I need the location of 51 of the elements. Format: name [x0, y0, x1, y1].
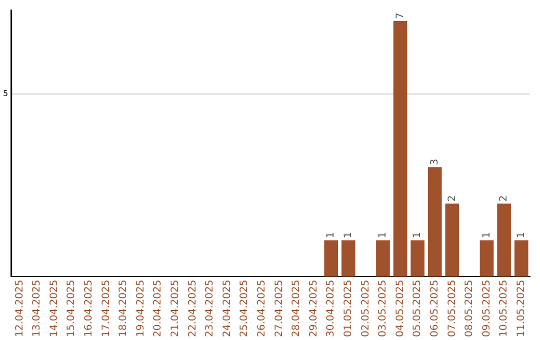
data-label: 1 — [378, 232, 389, 238]
data-label: 1 — [326, 232, 337, 238]
data-label: 2 — [498, 195, 510, 202]
x-tick-label: 06.05.2025 — [429, 280, 440, 338]
x-tick-label: 11.05.2025 — [516, 280, 527, 338]
data-label: 1 — [342, 232, 354, 238]
x-tick-label: 24.04.2025 — [222, 280, 233, 338]
x-tick-label: 08.05.2025 — [464, 280, 476, 338]
bar — [445, 204, 460, 277]
x-tick-label: 23.04.2025 — [204, 280, 216, 338]
bar — [393, 20, 408, 277]
y-tick-label: 5 — [2, 89, 8, 98]
x-tick-label: 07.05.2025 — [446, 280, 458, 338]
data-label: 1 — [516, 232, 527, 238]
x-tick-label: 01.05.2025 — [342, 280, 354, 338]
x-tick-label: 29.04.2025 — [308, 280, 320, 338]
x-tick-label: 20.04.2025 — [152, 280, 164, 338]
x-tick-label: 02.05.2025 — [360, 280, 372, 338]
bar — [480, 240, 494, 277]
data-label: 1 — [481, 232, 492, 238]
bar — [324, 240, 338, 277]
x-tick-label: 12.04.2025 — [14, 280, 26, 338]
bar — [410, 240, 424, 277]
x-tick-label: 17.04.2025 — [100, 280, 112, 338]
x-tick-label: 13.04.2025 — [32, 280, 43, 338]
x-tick-label: 19.04.2025 — [135, 280, 146, 338]
x-tick-label: 18.04.2025 — [118, 280, 130, 338]
x-tick-label: 09.05.2025 — [481, 280, 492, 338]
bar — [341, 240, 356, 277]
x-tick-label: 10.05.2025 — [498, 280, 510, 338]
x-tick-label: 25.04.2025 — [239, 280, 250, 338]
bar — [497, 204, 511, 277]
x-tick-label: 30.04.2025 — [326, 280, 337, 338]
x-tick-label: 27.04.2025 — [274, 280, 285, 338]
bar — [514, 240, 528, 277]
x-tick-label: 22.04.2025 — [187, 280, 198, 338]
data-label: 7 — [394, 12, 406, 19]
x-tick-label: 21.04.2025 — [170, 280, 182, 338]
x-tick-label: 15.04.2025 — [66, 280, 78, 338]
bar — [428, 167, 442, 277]
data-label: 1 — [412, 232, 424, 238]
x-tick-label: 03.05.2025 — [378, 280, 389, 338]
x-tick-label: 04.05.2025 — [394, 280, 406, 338]
x-tick-label: 16.04.2025 — [84, 280, 95, 338]
x-tick-label: 28.04.2025 — [291, 280, 302, 338]
bar — [376, 240, 390, 277]
data-label: 3 — [429, 158, 440, 166]
x-tick-label: 05.05.2025 — [412, 280, 424, 338]
x-tick-label: 14.04.2025 — [48, 280, 60, 338]
x-tick-label: 26.04.2025 — [256, 280, 268, 338]
data-label: 2 — [446, 195, 458, 202]
